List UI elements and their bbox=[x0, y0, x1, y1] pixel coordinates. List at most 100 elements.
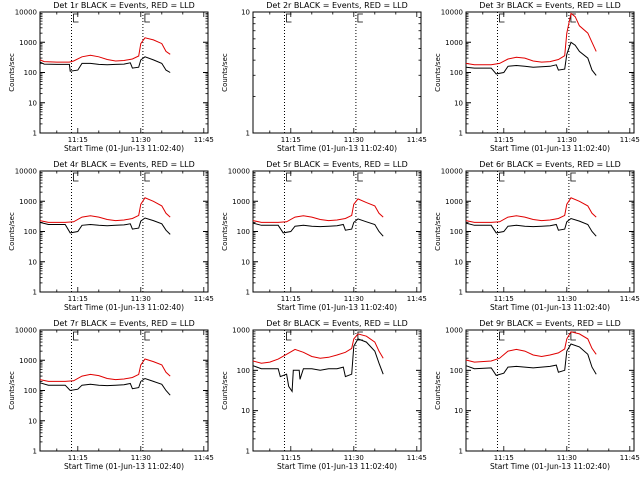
x-axis-label: Start Time (01-Jun-13 11:02:40) bbox=[64, 462, 184, 471]
x-tick-label: 11:15 bbox=[281, 136, 301, 144]
y-tick-label: 1000 bbox=[445, 327, 463, 335]
y-tick-label: 1 bbox=[459, 130, 463, 138]
bracket-marker bbox=[286, 13, 292, 23]
y-tick-label: 1000 bbox=[232, 198, 250, 206]
bracket-marker bbox=[73, 172, 79, 182]
bracket-marker bbox=[144, 331, 150, 341]
y-axis-label: Counts/sec bbox=[8, 53, 16, 92]
y-tick-label: 10000 bbox=[15, 168, 37, 176]
panel-det-2: Det 2r BLACK = Events, RED = LLD 1 10 11:15… bbox=[221, 1, 427, 153]
plot-frame bbox=[252, 11, 422, 134]
y-axis-label: Counts/sec bbox=[221, 53, 229, 92]
y-axis-label: Counts/sec bbox=[434, 53, 442, 92]
panel-det-1: Det 1r BLACK = Events, RED = LLD 1 10 100 10… bbox=[8, 1, 214, 153]
lld-series-line bbox=[39, 37, 171, 63]
plot-frame bbox=[465, 329, 635, 452]
y-tick-label: 10 bbox=[454, 407, 463, 415]
y-tick-label: 100 bbox=[237, 228, 250, 236]
y-tick-label: 100 bbox=[450, 228, 463, 236]
panel-title: Det 5r BLACK = Events, RED = LLD bbox=[266, 160, 408, 169]
bracket-marker bbox=[144, 13, 150, 23]
panel-title: Det 7r BLACK = Events, RED = LLD bbox=[53, 319, 195, 328]
y-tick-label: 1000 bbox=[232, 327, 250, 335]
y-tick-label: 10 bbox=[241, 9, 250, 17]
y-tick-label: 10 bbox=[28, 258, 37, 266]
events-series-line bbox=[39, 377, 171, 396]
lld-series-line bbox=[252, 198, 384, 223]
y-tick-label: 10 bbox=[241, 258, 250, 266]
bracket-marker bbox=[570, 13, 576, 23]
bracket-marker bbox=[499, 331, 505, 341]
panel-det-4: Det 4r BLACK = Events, RED = LLD 1 10 100 10… bbox=[8, 160, 214, 312]
y-axis-label: Counts/sec bbox=[8, 371, 16, 410]
x-tick-label: 11:30 bbox=[557, 295, 577, 303]
y-axis-label: Counts/sec bbox=[434, 371, 442, 410]
bracket-marker bbox=[499, 172, 505, 182]
panel-title: Det 1r BLACK = Events, RED = LLD bbox=[53, 1, 195, 10]
y-tick-label: 10 bbox=[28, 417, 37, 425]
y-tick-label: 10 bbox=[28, 99, 37, 107]
bracket-marker bbox=[357, 172, 363, 182]
x-tick-label: 11:30 bbox=[557, 454, 577, 462]
x-tick-label: 11:45 bbox=[620, 136, 640, 144]
x-tick-label: 11:45 bbox=[620, 295, 640, 303]
bracket-marker bbox=[357, 13, 363, 23]
bracket-marker bbox=[73, 331, 79, 341]
x-axis-label: Start Time (01-Jun-13 11:02:40) bbox=[490, 144, 610, 153]
y-tick-label: 10 bbox=[241, 407, 250, 415]
panel-det-9: Det 9r BLACK = Events, RED = LLD 1 10 100 10… bbox=[434, 319, 640, 471]
events-series-line bbox=[252, 218, 384, 237]
x-tick-label: 11:45 bbox=[407, 295, 427, 303]
x-tick-label: 11:45 bbox=[620, 454, 640, 462]
y-tick-label: 100 bbox=[450, 367, 463, 375]
x-axis-label: Start Time (01-Jun-13 11:02:40) bbox=[64, 144, 184, 153]
y-tick-label: 1 bbox=[33, 130, 37, 138]
events-series-line bbox=[252, 338, 384, 393]
bracket-marker bbox=[286, 172, 292, 182]
x-tick-label: 11:15 bbox=[68, 454, 88, 462]
x-axis-label: Start Time (01-Jun-13 11:02:40) bbox=[490, 303, 610, 312]
x-tick-label: 11:45 bbox=[194, 454, 214, 462]
y-tick-label: 10 bbox=[454, 258, 463, 266]
y-tick-label: 1000 bbox=[445, 198, 463, 206]
y-tick-label: 1 bbox=[459, 289, 463, 297]
y-tick-label: 1 bbox=[246, 289, 250, 297]
events-series-line bbox=[465, 343, 597, 376]
y-tick-label: 1000 bbox=[19, 198, 37, 206]
bracket-marker bbox=[499, 13, 505, 23]
y-tick-label: 1 bbox=[33, 289, 37, 297]
panel-det-5: Det 5r BLACK = Events, RED = LLD 1 10 100 10… bbox=[221, 160, 427, 312]
x-tick-label: 11:15 bbox=[68, 295, 88, 303]
panel-title: Det 2r BLACK = Events, RED = LLD bbox=[266, 1, 408, 10]
y-tick-label: 1 bbox=[33, 448, 37, 456]
y-axis-label: Counts/sec bbox=[221, 371, 229, 410]
y-tick-label: 1 bbox=[246, 130, 250, 138]
events-series-line bbox=[39, 217, 171, 235]
panel-title: Det 4r BLACK = Events, RED = LLD bbox=[53, 160, 195, 169]
x-tick-label: 11:15 bbox=[494, 136, 514, 144]
x-axis-label: Start Time (01-Jun-13 11:02:40) bbox=[277, 462, 397, 471]
y-tick-label: 100 bbox=[24, 69, 37, 77]
y-tick-label: 1 bbox=[246, 448, 250, 456]
bracket-marker bbox=[570, 172, 576, 182]
lld-series-line bbox=[465, 197, 597, 223]
y-tick-label: 100 bbox=[24, 228, 37, 236]
events-series-line bbox=[465, 41, 597, 76]
y-axis-label: Counts/sec bbox=[434, 212, 442, 251]
lld-series-line bbox=[39, 197, 171, 223]
bracket-marker bbox=[73, 13, 79, 23]
y-axis-label: Counts/sec bbox=[8, 212, 16, 251]
x-axis-label: Start Time (01-Jun-13 11:02:40) bbox=[277, 144, 397, 153]
x-tick-label: 11:45 bbox=[194, 295, 214, 303]
x-tick-label: 11:45 bbox=[407, 454, 427, 462]
x-tick-label: 11:30 bbox=[557, 136, 577, 144]
y-tick-label: 1000 bbox=[19, 357, 37, 365]
lld-series-line bbox=[252, 333, 384, 364]
x-axis-label: Start Time (01-Jun-13 11:02:40) bbox=[64, 303, 184, 312]
events-series-line bbox=[465, 217, 597, 237]
lld-series-line bbox=[39, 358, 171, 382]
x-tick-label: 11:45 bbox=[407, 136, 427, 144]
lld-series-line bbox=[465, 12, 597, 66]
x-tick-label: 11:30 bbox=[344, 136, 364, 144]
x-axis-label: Start Time (01-Jun-13 11:02:40) bbox=[277, 303, 397, 312]
